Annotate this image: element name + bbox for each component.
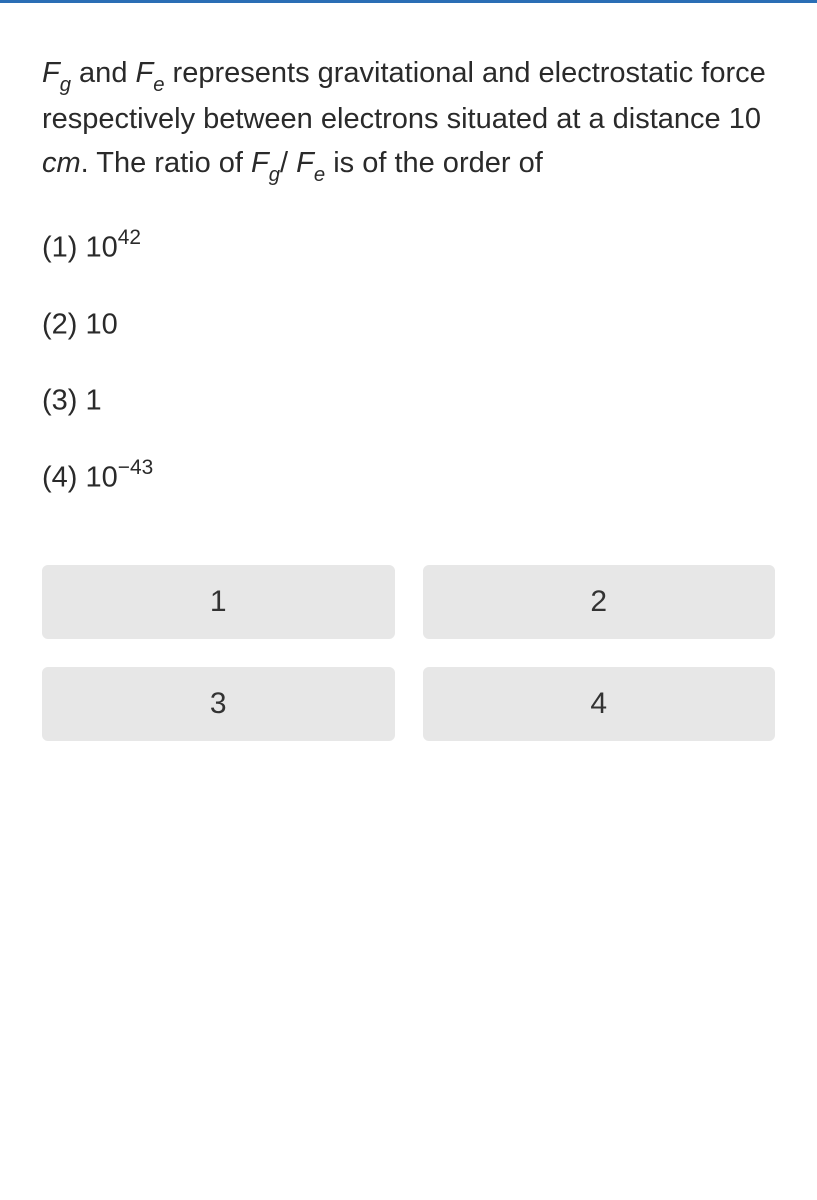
question-part: and [71,57,136,89]
option-2: (2) 10 [42,305,775,342]
question-part: F [136,57,154,89]
option-label: (3) [42,385,86,417]
answer-grid: 1 2 3 4 [42,565,775,741]
answer-button-label: 2 [590,585,607,619]
question-part: g [60,74,71,96]
question-part: is of the order of [325,147,543,179]
options-list: (1) 1042 (2) 10 (3) 1 (4) 10−43 [42,228,775,495]
option-label: (4) [42,462,86,494]
option-3: (3) 1 [42,381,775,418]
question-text: Fg and Fe represents gravitational and e… [42,52,775,188]
answer-button-label: 4 [590,687,607,721]
question-part: F [296,147,314,179]
answer-button-4[interactable]: 4 [423,667,776,741]
option-base: 1 [86,385,102,417]
question-part: e [153,74,164,96]
top-border [0,0,817,3]
question-part: cm [42,147,81,179]
option-base: 10 [86,308,118,340]
option-label: (1) [42,232,86,264]
question-part: F [42,57,60,89]
question-part: g [269,164,280,186]
option-1: (1) 1042 [42,228,775,265]
answer-button-label: 1 [210,585,227,619]
question-part: e [314,164,325,186]
option-exp: 42 [118,226,141,249]
answer-button-1[interactable]: 1 [42,565,395,639]
content-area: Fg and Fe represents gravitational and e… [0,0,817,741]
question-part: F [251,147,269,179]
answer-button-2[interactable]: 2 [423,565,776,639]
option-base: 10 [86,462,118,494]
question-part: . The ratio of [81,147,251,179]
answer-button-3[interactable]: 3 [42,667,395,741]
question-part: / [280,147,296,179]
option-base: 10 [86,232,118,264]
option-4: (4) 10−43 [42,458,775,495]
answer-button-label: 3 [210,687,227,721]
option-label: (2) [42,308,86,340]
option-exp: −43 [118,456,153,479]
